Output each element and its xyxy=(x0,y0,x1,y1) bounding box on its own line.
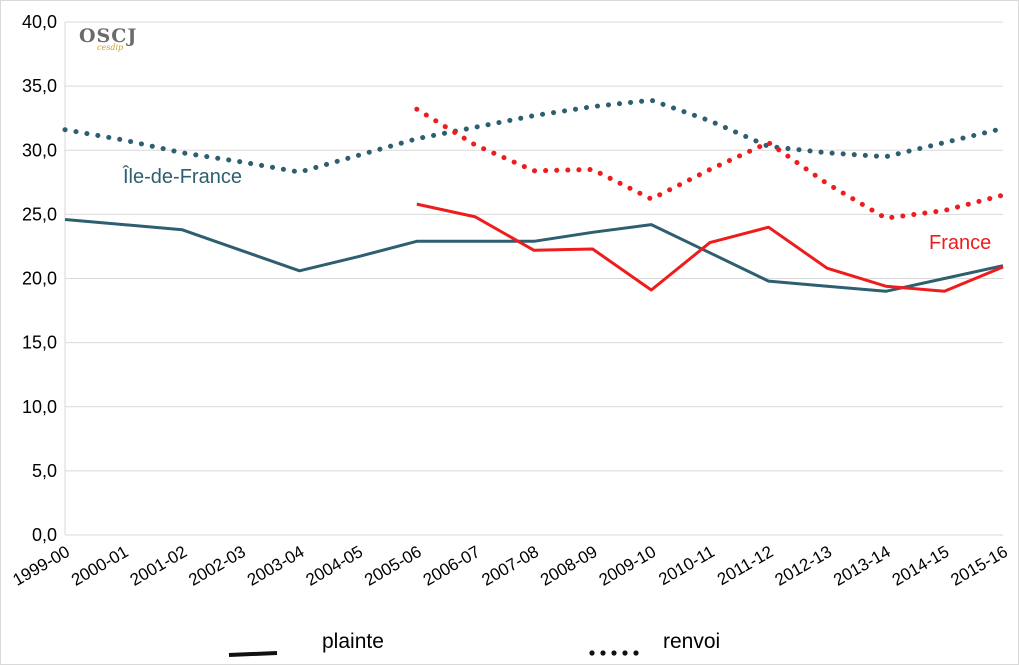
x-tick-label: 2014-15 xyxy=(889,542,953,590)
x-tick-label: 2013-14 xyxy=(830,542,894,590)
x-tick-label: 2005-06 xyxy=(361,542,425,590)
legend-label-plainte: plainte xyxy=(322,630,384,653)
y-axis: 0,0 5,0 10,0 15,0 20,0 25,0 30,0 35,0 40,0 xyxy=(22,12,66,545)
x-tick-label: 2002-03 xyxy=(185,542,249,590)
x-tick-label: 2006-07 xyxy=(420,542,484,590)
y-tick-label: 20,0 xyxy=(22,269,57,289)
legend: plainte renvoi xyxy=(228,630,720,657)
series-line-fr_renvoi xyxy=(414,106,1006,221)
x-tick-label: 2015-16 xyxy=(947,542,1011,590)
gridlines xyxy=(65,21,1003,536)
x-axis: 1999-002000-012001-022002-032003-042004-… xyxy=(9,542,1011,590)
x-tick-label: 2012-13 xyxy=(772,542,836,590)
x-tick-label: 2004-05 xyxy=(303,542,367,590)
series-line-idf_plainte xyxy=(64,218,1004,293)
y-tick-label: 0,0 xyxy=(32,525,57,545)
x-tick-label: 2003-04 xyxy=(244,542,308,590)
logo-subtext: cesdip xyxy=(97,43,123,52)
legend-dotted-swatch xyxy=(589,650,639,656)
x-tick-label: 2001-02 xyxy=(127,542,191,590)
y-tick-label: 25,0 xyxy=(22,204,57,224)
x-tick-label: 2009-10 xyxy=(596,542,660,590)
x-tick-label: 2011-12 xyxy=(714,542,776,589)
annotation-ile-de-france: Île-de-France xyxy=(122,165,242,188)
series-line-fr_plainte xyxy=(416,202,1004,293)
y-tick-label: 5,0 xyxy=(32,461,57,481)
y-tick-label: 15,0 xyxy=(22,333,57,353)
legend-label-renvoi: renvoi xyxy=(663,630,720,653)
y-tick-label: 40,0 xyxy=(22,12,57,32)
y-tick-label: 30,0 xyxy=(22,140,57,160)
x-tick-label: 2010-11 xyxy=(655,542,717,589)
logo: OSCJ cesdip xyxy=(79,25,137,52)
series-line-idf_renvoi xyxy=(62,97,1006,175)
series-layer xyxy=(62,97,1006,293)
legend-solid-swatch xyxy=(228,651,278,657)
y-tick-label: 35,0 xyxy=(22,76,57,96)
x-tick-label: 2007-08 xyxy=(478,542,542,590)
x-tick-label: 2008-09 xyxy=(537,542,601,590)
y-tick-label: 10,0 xyxy=(22,397,57,417)
x-tick-label: 2000-01 xyxy=(68,542,132,590)
annotation-france: France xyxy=(929,232,991,254)
x-tick-label: 1999-00 xyxy=(9,542,73,590)
logo-text: OSCJ xyxy=(79,25,137,47)
